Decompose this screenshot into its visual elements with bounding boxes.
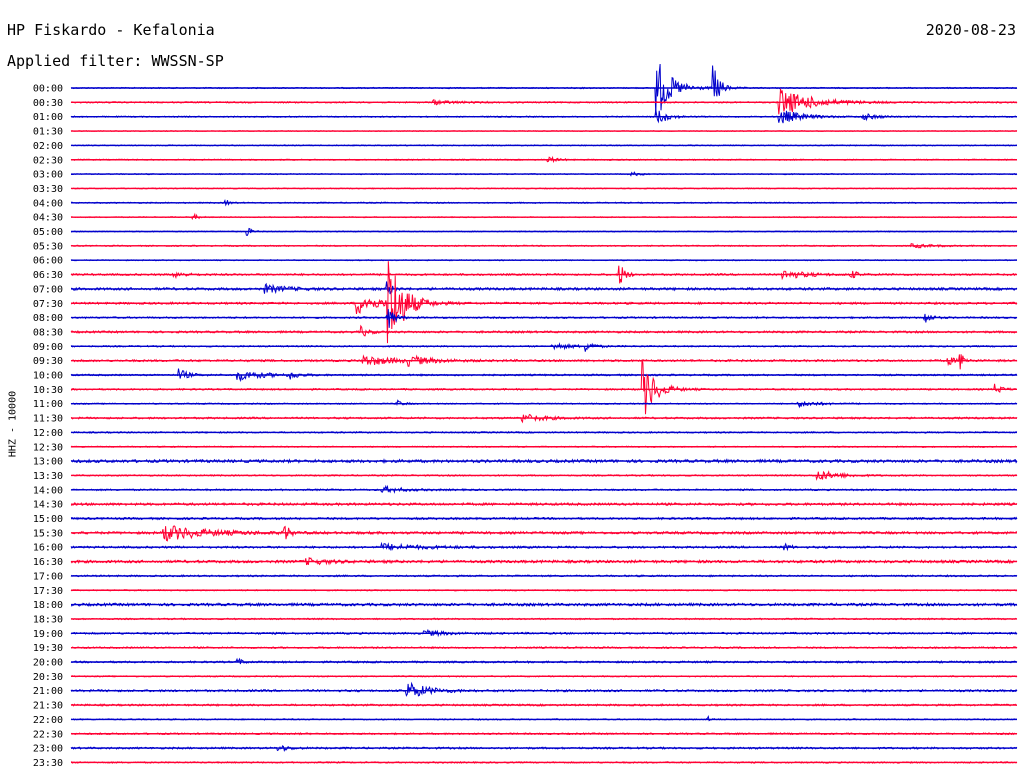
row-time-label: 04:30 xyxy=(33,213,63,224)
row-time-label: 09:30 xyxy=(33,356,63,367)
row-time-label: 06:30 xyxy=(33,270,63,281)
row-time-label: 03:30 xyxy=(33,184,63,195)
row-time-label: 17:30 xyxy=(33,586,63,597)
station-title: HP Fiskardo - Kefalonia xyxy=(7,21,215,39)
trace-line xyxy=(70,281,1018,295)
row-time-label: 22:30 xyxy=(33,729,63,740)
row-time-label: 02:00 xyxy=(33,141,63,152)
row-time-label: 18:30 xyxy=(33,614,63,625)
row-time-label: 13:00 xyxy=(33,457,63,468)
row-time-label: 11:00 xyxy=(33,399,63,410)
row-time-label: 00:00 xyxy=(33,84,63,95)
row-time-label: 07:30 xyxy=(33,299,63,310)
row-time-label: 08:30 xyxy=(33,327,63,338)
row-time-label: 03:00 xyxy=(33,170,63,181)
row-time-label: 14:30 xyxy=(33,500,63,511)
row-time-label: 19:30 xyxy=(33,643,63,654)
row-time-label: 11:30 xyxy=(33,414,63,425)
row-time-label: 12:30 xyxy=(33,442,63,453)
trace-line xyxy=(70,359,1017,415)
row-time-label: 16:00 xyxy=(33,543,63,554)
row-time-label: 09:00 xyxy=(33,342,63,353)
date-label: 2020-08-23 xyxy=(925,21,1016,39)
row-time-label: 12:00 xyxy=(33,428,63,439)
trace-line xyxy=(70,354,1018,370)
trace-line xyxy=(70,342,1018,352)
row-time-label: 10:30 xyxy=(33,385,63,396)
row-time-label: 04:00 xyxy=(33,198,63,209)
row-time-label: 05:30 xyxy=(33,241,63,252)
row-time-label: 22:00 xyxy=(33,715,63,726)
row-time-label: 15:30 xyxy=(33,528,63,539)
row-time-label: 16:30 xyxy=(33,557,63,568)
row-time-label: 14:00 xyxy=(33,485,63,496)
row-time-label: 06:00 xyxy=(33,256,63,267)
row-time-label: 21:30 xyxy=(33,701,63,712)
trace-line xyxy=(70,261,1018,344)
row-time-label: 23:00 xyxy=(33,744,63,755)
row-time-label: 01:00 xyxy=(33,112,63,123)
filter-label: Applied filter: WWSSN-SP xyxy=(7,52,224,70)
row-time-label: 08:00 xyxy=(33,313,63,324)
row-time-label: 00:30 xyxy=(33,98,63,109)
trace-line xyxy=(70,88,1018,115)
trace-line xyxy=(70,681,1018,697)
row-time-label: 07:00 xyxy=(33,284,63,295)
row-time-label: 01:30 xyxy=(33,127,63,138)
row-time-label: 23:30 xyxy=(33,758,63,769)
trace-line xyxy=(70,324,1018,337)
row-time-label: 02:30 xyxy=(33,155,63,166)
row-time-label: 05:00 xyxy=(33,227,63,238)
row-time-label: 20:30 xyxy=(33,672,63,683)
trace-line xyxy=(70,63,1018,116)
row-time-label: 15:00 xyxy=(33,514,63,525)
row-time-label: 17:00 xyxy=(33,571,63,582)
row-time-label: 19:00 xyxy=(33,629,63,640)
row-time-label: 21:00 xyxy=(33,686,63,697)
row-time-label: 20:00 xyxy=(33,658,63,669)
row-time-label: 13:30 xyxy=(33,471,63,482)
trace-line xyxy=(70,309,1018,328)
row-time-label: 10:00 xyxy=(33,371,63,382)
row-time-label: 18:00 xyxy=(33,600,63,611)
